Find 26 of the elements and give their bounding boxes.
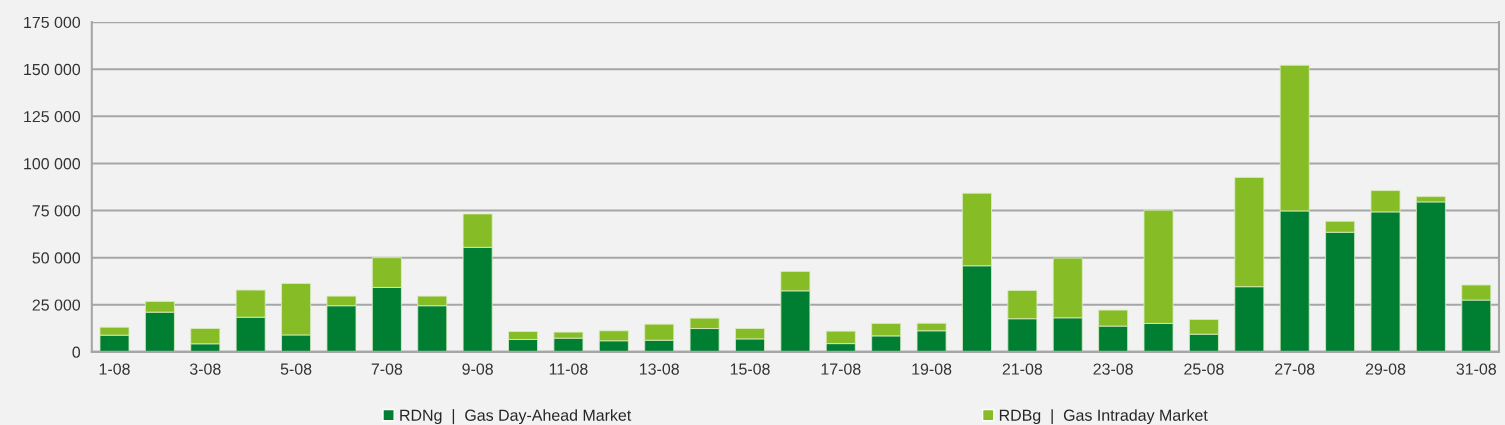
x-tick-label: 9-08 xyxy=(462,363,493,375)
x-tick-label: 1-08 xyxy=(99,363,130,375)
y-tick-label: 0 xyxy=(72,346,81,358)
legend-label: RDBg | Gas Intraday Market xyxy=(999,409,1208,425)
x-tick-label: 19-08 xyxy=(912,363,952,375)
x-tick-label: 3-08 xyxy=(189,363,221,375)
x-tick-label: 17-08 xyxy=(821,363,861,375)
y-tick-label: 175 000 xyxy=(24,16,81,29)
x-tick-label: 27-08 xyxy=(1275,363,1315,375)
x-tick-label: 15-08 xyxy=(730,363,770,375)
x-tick-label: 23-08 xyxy=(1093,363,1133,375)
y-tick-label: 75 000 xyxy=(32,205,81,217)
y-tick-label: 25 000 xyxy=(32,299,81,311)
x-tick-label: 29-08 xyxy=(1365,363,1406,375)
x-tick-label: 11-08 xyxy=(549,363,588,375)
x-tick-label: 13-08 xyxy=(640,363,679,375)
x-tick-label: 31-08 xyxy=(1456,363,1497,375)
y-tick-label: 150 000 xyxy=(24,63,81,76)
x-tick-label: 21-08 xyxy=(1002,363,1043,375)
y-tick-label: 50 000 xyxy=(32,252,81,264)
legend-label: RDNg | Gas Day-Ahead Market xyxy=(400,409,632,425)
x-tick-label: 5-08 xyxy=(280,363,312,375)
y-tick-label: 125 000 xyxy=(24,110,81,123)
x-tick-label: 25-08 xyxy=(1184,363,1224,375)
y-tick-label: 100 000 xyxy=(24,158,81,170)
x-tick-label: 7-08 xyxy=(371,363,403,375)
